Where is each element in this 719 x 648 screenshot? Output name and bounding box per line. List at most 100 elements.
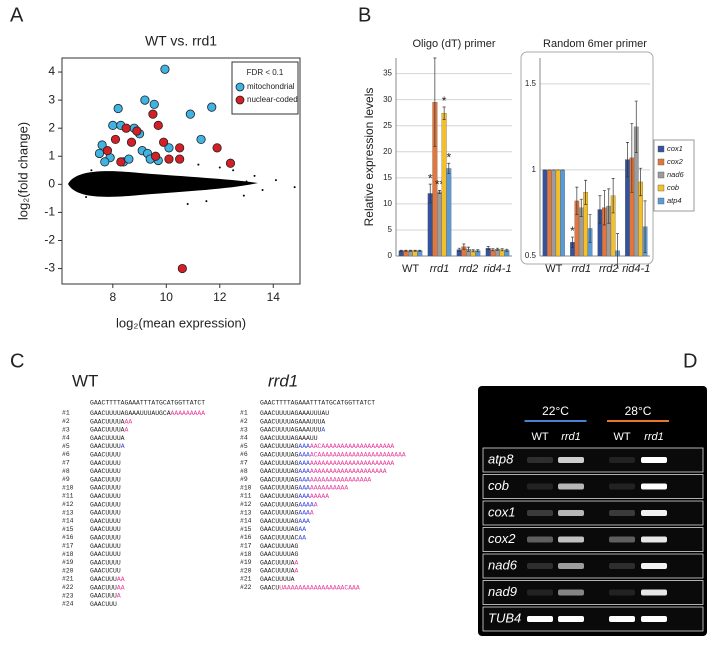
point <box>132 126 142 136</box>
y-tick-label: 15 <box>383 173 392 182</box>
dense-point-cloud <box>68 171 258 197</box>
sequence-segment: AA <box>298 534 306 541</box>
sequence-segment: A <box>321 426 325 433</box>
read-sequence: GAACUUUUAGAAAUUUA <box>260 426 325 433</box>
temperature-label: 28°C <box>625 404 652 418</box>
error-bar <box>447 162 451 175</box>
plot-frame <box>61 57 301 285</box>
error-bar <box>579 198 583 217</box>
gel-band <box>527 483 553 490</box>
read-sequence: GAACUUUUAA <box>260 559 299 566</box>
sequence-segment: AAAAAAAAAAAAAAAAAAAA <box>310 468 387 475</box>
lane-label: WT <box>613 431 630 443</box>
read-sequence: GAACUUUAA <box>90 576 125 583</box>
sequence-segment: GAACUCUU <box>90 567 121 574</box>
sequence-segment: AA <box>125 418 133 425</box>
read-label: #18 <box>240 551 252 558</box>
read-label: #17 <box>62 542 74 549</box>
point <box>140 95 150 105</box>
point <box>207 102 217 112</box>
error-bar <box>500 248 504 252</box>
y-tick-label: 5 <box>388 225 393 234</box>
error-bar <box>602 190 606 226</box>
sequence-segment: GAACUUUU <box>90 526 121 533</box>
sequence-segment: GAACUUUU <box>90 509 121 516</box>
background-point <box>293 186 296 189</box>
sequence-segment: AAAAA <box>310 493 329 500</box>
read-sequence: GAACUUUUAGAAAUU <box>260 435 318 442</box>
legend-label: mitochondrial <box>247 82 295 91</box>
error-bar <box>496 247 499 251</box>
read-label: #7 <box>62 459 70 466</box>
x-tick-label: rid4-1 <box>483 263 511 275</box>
point <box>160 64 170 74</box>
read-sequence: GAACUUUUACAA <box>260 534 306 541</box>
read-label: #22 <box>240 584 252 591</box>
read-label: #11 <box>240 493 252 500</box>
sequence-segment: AAAAAAAAAA <box>310 484 349 491</box>
bar <box>555 169 561 257</box>
error-bar <box>467 246 470 252</box>
sequence-segment: GAACUUUUAG <box>260 526 299 533</box>
read-label: #1 <box>62 410 70 417</box>
legend-label: cob <box>667 183 679 192</box>
read-sequence: GAACUUUU <box>90 459 121 466</box>
legend-marker <box>235 95 245 105</box>
sequence-segment: GAACUUUUAG <box>260 509 299 516</box>
point <box>153 120 163 130</box>
read-sequence: GAACUCUU <box>90 567 121 574</box>
gene-label: cox1 <box>488 504 515 519</box>
sequence-segment: GAACUUUUAG <box>260 484 299 491</box>
y-tick-label: 35 <box>383 69 392 78</box>
read-sequence: GAACUUUUAGAAAAACAAAAAAAAAAAAAAAAAAA <box>260 443 394 450</box>
read-sequence: GAACUUUUA <box>260 576 295 583</box>
read-sequence: GAACUUUU <box>90 493 121 500</box>
read-label: #9 <box>240 476 248 483</box>
sequence-segment: AAA <box>298 459 310 466</box>
sequence-segment: AAA <box>298 476 310 483</box>
read-label: #20 <box>240 567 252 574</box>
read-label: #16 <box>240 534 252 541</box>
bar <box>547 169 552 257</box>
legend-swatch <box>657 184 665 192</box>
sequence-segment: GAACUUUUAG <box>260 542 299 549</box>
gel-band <box>609 510 635 516</box>
legend-label: atp4 <box>667 196 682 205</box>
read-sequence: GAACUUUA <box>90 592 121 599</box>
significance-label: * <box>442 94 447 108</box>
read-label: #7 <box>240 459 248 466</box>
sequence-segment: GAACUUUUAG <box>260 468 299 475</box>
gene-label: nad9 <box>488 584 517 599</box>
x-tick-label: WT <box>402 263 419 275</box>
sequence-segment: GAACUUUUAG <box>260 459 299 466</box>
sequence-segment: AAA <box>298 509 310 516</box>
sequence-segment: AAAAAAAAAAAAAAAA <box>310 476 372 483</box>
sequence-segment: A <box>125 426 129 433</box>
read-label: #9 <box>62 476 70 483</box>
gel-band <box>609 616 635 622</box>
error-bar <box>570 236 574 248</box>
read-label: #1 <box>240 410 248 417</box>
sequence-segment: UAAAAAAAAAAAAAAAACAAA <box>279 584 360 591</box>
error-bar <box>428 183 432 204</box>
gel-band <box>641 589 667 596</box>
error-bar <box>471 249 475 253</box>
read-sequence: GAACUUUUAGAAAUUUA <box>260 418 325 425</box>
x-tick-label: 8 <box>109 290 116 304</box>
sequence-segment: GAACUUUUA <box>260 576 295 583</box>
gel-band <box>527 457 553 463</box>
point <box>150 151 161 161</box>
point <box>185 109 195 119</box>
bar <box>441 113 447 257</box>
error-bar <box>438 189 441 194</box>
legend-title: FDR < 0.1 <box>247 68 284 77</box>
read-label: #13 <box>240 509 252 516</box>
gel-band <box>641 536 667 543</box>
gene-label: cox2 <box>488 531 516 546</box>
read-sequence: GAACUUUUAGAAAAA <box>260 501 318 508</box>
gel-band <box>609 589 635 596</box>
y-tick-label: 2 <box>48 120 55 134</box>
gel-band <box>609 563 635 569</box>
legend-label: nad6 <box>667 170 685 179</box>
point <box>159 137 169 147</box>
